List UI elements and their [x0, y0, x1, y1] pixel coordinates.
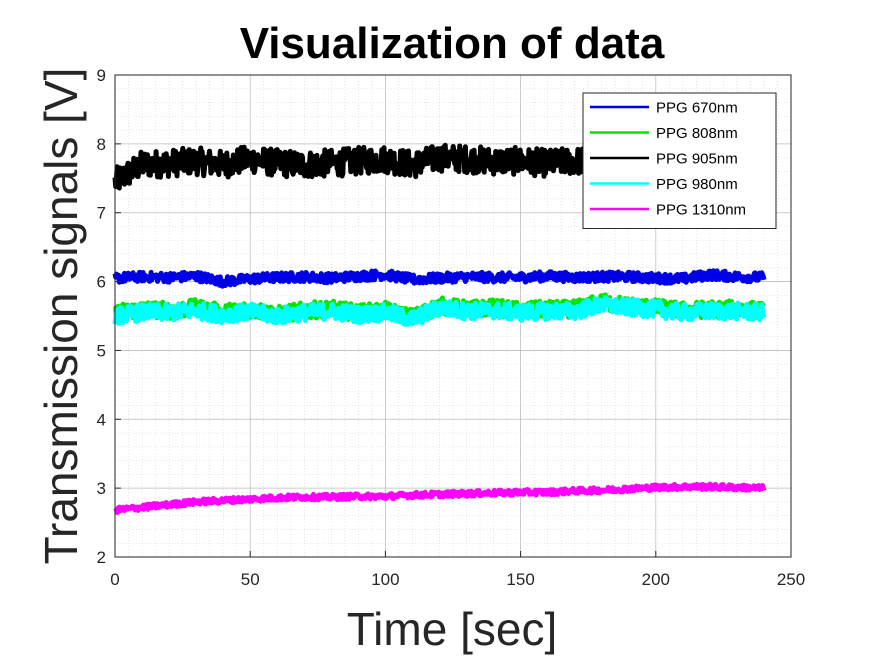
legend-label: PPG 1310nm	[656, 202, 746, 219]
y-tick-label: 8	[97, 135, 106, 154]
legend-box	[582, 92, 777, 229]
y-tick-label: 9	[97, 66, 106, 85]
legend: PPG 670nm PPG 808nm PPG 905nm PPG 980nm PPG …	[582, 92, 777, 229]
x-tick-label: 50	[241, 570, 260, 589]
y-tick-label: 6	[97, 273, 106, 292]
axes: 0 50 100 150 200 250 2 3 4 5 6 7 8 9	[97, 66, 806, 589]
x-tick-label: 250	[777, 570, 805, 589]
x-tick-label: 200	[642, 570, 670, 589]
y-axis-label: Transmission signals [V]	[35, 68, 87, 565]
series-line-ppg-1310nm	[113, 481, 767, 515]
legend-label: PPG 670nm	[656, 100, 738, 117]
series-line-ppg-670nm	[112, 268, 767, 289]
x-axis-label: Time [sec]	[347, 603, 557, 655]
plot-frame	[114, 74, 792, 558]
y-tick-label: 5	[97, 341, 106, 360]
y-tick-label: 7	[97, 204, 106, 223]
x-tick-label: 0	[110, 570, 119, 589]
y-tick-label: 3	[97, 479, 106, 498]
legend-label: PPG 980nm	[656, 176, 738, 193]
x-tick-label: 150	[506, 570, 534, 589]
chart-title: Visualization of data	[240, 19, 665, 68]
series-line-ppg-980nm	[112, 295, 767, 327]
legend-label: PPG 808nm	[656, 125, 738, 142]
series-layer	[112, 142, 767, 515]
x-tick-label: 100	[371, 570, 399, 589]
y-tick-label: 2	[97, 548, 106, 567]
y-tick-label: 4	[97, 410, 106, 429]
legend-label: PPG 905nm	[656, 151, 738, 168]
